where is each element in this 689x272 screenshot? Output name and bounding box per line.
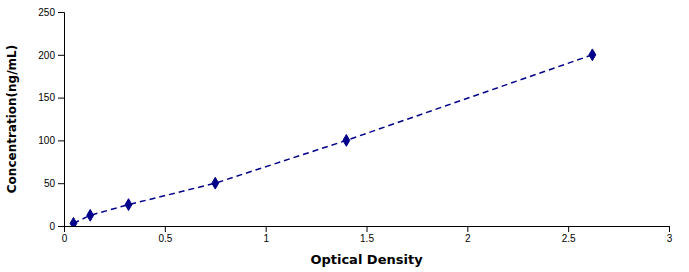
- x-axis-title: Optical Density: [310, 252, 423, 267]
- x-tick-label: 2: [465, 233, 471, 244]
- y-tick-label: 0: [49, 221, 55, 232]
- x-tick-label: 0: [62, 233, 68, 244]
- y-tick: 250: [38, 7, 64, 18]
- x-axis: 0 0.5 1 1.5 2 2.5 3: [62, 226, 673, 244]
- x-tick-mark: [669, 226, 670, 232]
- marks: [70, 49, 596, 226]
- y-tick-mark: [58, 183, 64, 184]
- x-axis-line: [65, 227, 670, 233]
- x-tick-mark: [568, 226, 569, 232]
- x-tick: 2.5: [562, 226, 576, 244]
- x-tick-mark: [467, 226, 468, 232]
- y-tick-mark: [58, 98, 64, 99]
- y-tick-label: 100: [38, 135, 55, 146]
- x-tick-mark: [165, 226, 166, 232]
- y-tick-mark: [58, 12, 64, 13]
- y-tick: 200: [38, 50, 64, 61]
- marker: [125, 199, 132, 211]
- x-tick: 1: [263, 226, 269, 244]
- y-tick-mark: [58, 55, 64, 56]
- y-axis: 0 50 100 150 200 250: [38, 7, 64, 232]
- y-tick-label: 200: [38, 50, 55, 61]
- x-tick: 0.5: [158, 226, 172, 244]
- x-tick: 0: [62, 226, 68, 244]
- y-tick-mark: [58, 226, 64, 227]
- y-tick: 150: [38, 92, 64, 103]
- x-tick-mark: [367, 226, 368, 232]
- marker: [70, 217, 77, 226]
- x-tick-mark: [266, 226, 267, 232]
- y-tick-label: 250: [38, 7, 55, 18]
- chart: 0 0.5 1 1.5 2 2.5 3 0 50 100 150 200 250 Optical Dens…: [0, 0, 689, 272]
- marker: [589, 49, 596, 61]
- x-tick: 1.5: [360, 226, 374, 244]
- marker: [212, 177, 219, 189]
- marker: [87, 209, 94, 221]
- x-tick: 2: [465, 226, 471, 244]
- x-tick-label: 0.5: [158, 233, 172, 244]
- y-axis-line: [58, 13, 65, 227]
- x-tick: 3: [667, 226, 673, 244]
- y-tick-label: 50: [44, 178, 56, 189]
- y-axis-title: Concentration(ng/mL): [5, 45, 19, 193]
- plot: 0 0.5 1 1.5 2 2.5 3 0 50 100 150 200 250: [38, 7, 672, 244]
- x-tick-label: 2.5: [562, 233, 576, 244]
- line: [73, 55, 592, 224]
- x-tick-label: 1: [263, 233, 269, 244]
- marker: [343, 135, 350, 147]
- y-tick-label: 150: [38, 92, 55, 103]
- x-tick-label: 3: [667, 233, 673, 244]
- y-tick: 100: [38, 135, 64, 146]
- y-tick: 0: [49, 221, 64, 232]
- y-tick-mark: [58, 140, 64, 141]
- x-tick-label: 1.5: [360, 233, 374, 244]
- y-tick: 50: [44, 178, 64, 189]
